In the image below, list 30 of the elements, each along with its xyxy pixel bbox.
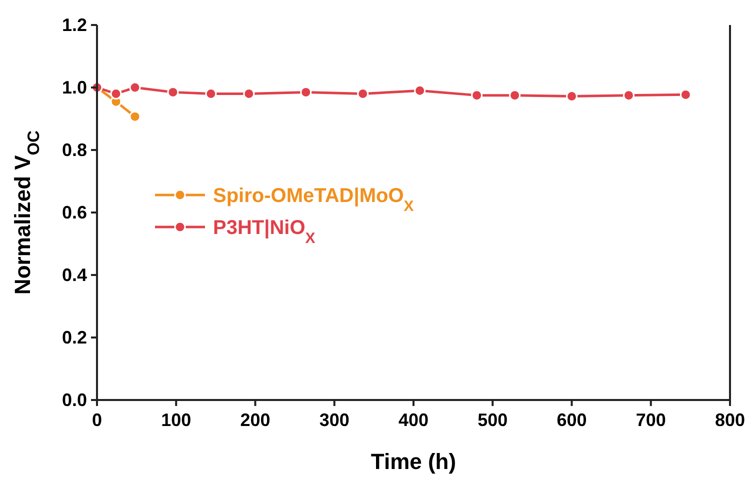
point: [357, 88, 369, 100]
point: [129, 82, 141, 94]
point: [205, 88, 217, 100]
x-tick-label: 600: [556, 410, 587, 430]
x-tick-label: 300: [319, 410, 350, 430]
y-tick-label: 0.2: [62, 328, 87, 348]
legend-label: Spiro-OMeTAD|MoO$_{X}$: [213, 185, 414, 214]
point: [566, 90, 578, 102]
x-tick-label: 700: [636, 410, 666, 430]
x-tick-label: 200: [240, 410, 270, 430]
point: [110, 88, 122, 100]
point: [414, 84, 426, 96]
y-tick-label: 0.4: [62, 265, 87, 285]
legend-label: P3HT|NiO$_{X}$: [213, 217, 316, 246]
point: [243, 88, 255, 100]
y-tick-label: 0.8: [62, 140, 87, 160]
y-tick-label: 1.2: [62, 15, 87, 35]
x-axis-title: Time (h): [370, 449, 456, 474]
point: [471, 90, 483, 102]
point: [129, 110, 141, 122]
y-tick-label: 0.0: [62, 390, 87, 410]
x-tick-label: 800: [714, 410, 746, 430]
x-tick-label: 0: [92, 410, 102, 430]
point: [622, 90, 634, 102]
y-tick-label: 1.0: [62, 78, 87, 98]
x-tick-label: 100: [161, 410, 192, 430]
x-tick-label: 400: [398, 410, 429, 430]
point: [509, 90, 521, 102]
y-tick-label: 0.6: [62, 202, 87, 222]
x-tick-label: 500: [478, 410, 508, 430]
